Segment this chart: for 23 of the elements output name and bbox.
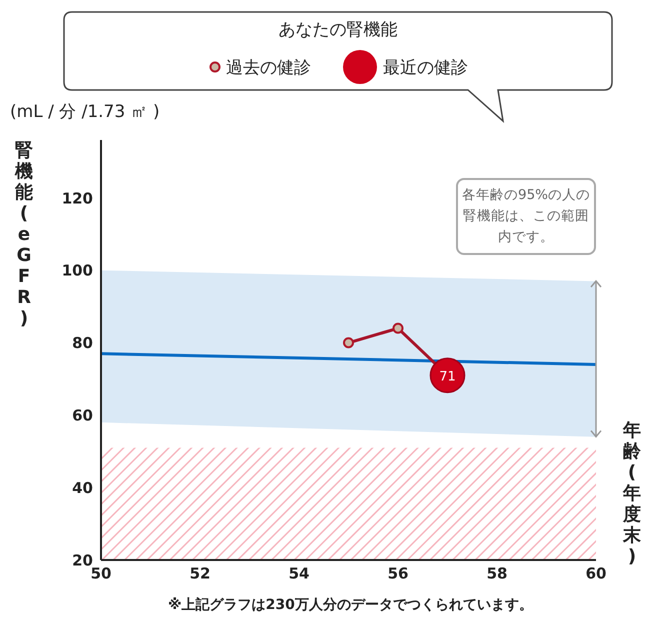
y-tick-label: 120 bbox=[62, 189, 93, 208]
legend-label: 過去の健診 bbox=[226, 56, 311, 78]
x-tick-label: 60 bbox=[586, 564, 606, 583]
annotation: 各年齢の95%の人の腎機能は、この範囲内です。 bbox=[456, 178, 596, 255]
point bbox=[343, 337, 354, 348]
legend-title: あなたの腎機能 bbox=[278, 19, 398, 41]
point bbox=[392, 322, 404, 334]
text: 腎機能(eGFR) bbox=[15, 140, 33, 329]
y-tick-label: 40 bbox=[72, 478, 93, 497]
x-tick-label: 50 bbox=[90, 564, 112, 583]
data-label: 71 bbox=[439, 369, 456, 384]
text: ※上記グラフは230万人分のデータでつくられています。 bbox=[168, 596, 533, 614]
y-tick-label: 60 bbox=[72, 406, 93, 424]
legend-label: 最近の健診 bbox=[383, 56, 468, 78]
y-tick-label: 100 bbox=[62, 262, 93, 280]
x-axis-title: 年齢(年度末) bbox=[622, 420, 642, 567]
x-tick-label: 58 bbox=[486, 564, 508, 583]
x-tick-label: 56 bbox=[388, 564, 408, 583]
text: (mL / 分 /1.73 ㎡ ) bbox=[10, 101, 160, 123]
x-tick-label: 52 bbox=[190, 564, 210, 583]
y-tick-label: 20 bbox=[72, 551, 93, 570]
x-tick-label: 54 bbox=[288, 564, 310, 583]
y-tick-label: 80 bbox=[72, 334, 93, 352]
